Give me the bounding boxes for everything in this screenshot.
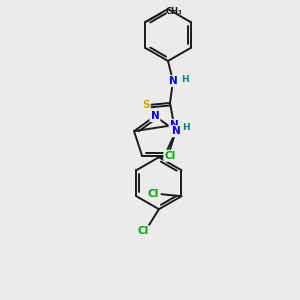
Text: Cl: Cl: [148, 189, 159, 199]
Text: Cl: Cl: [164, 151, 176, 161]
Text: CH₃: CH₃: [166, 8, 182, 16]
Text: H: H: [181, 74, 189, 83]
Text: Cl: Cl: [137, 226, 148, 236]
Text: N: N: [169, 120, 178, 130]
Text: N: N: [151, 111, 159, 121]
Text: N: N: [169, 76, 177, 86]
Text: N: N: [172, 126, 180, 136]
Text: S: S: [142, 100, 150, 110]
Text: H: H: [182, 122, 190, 131]
